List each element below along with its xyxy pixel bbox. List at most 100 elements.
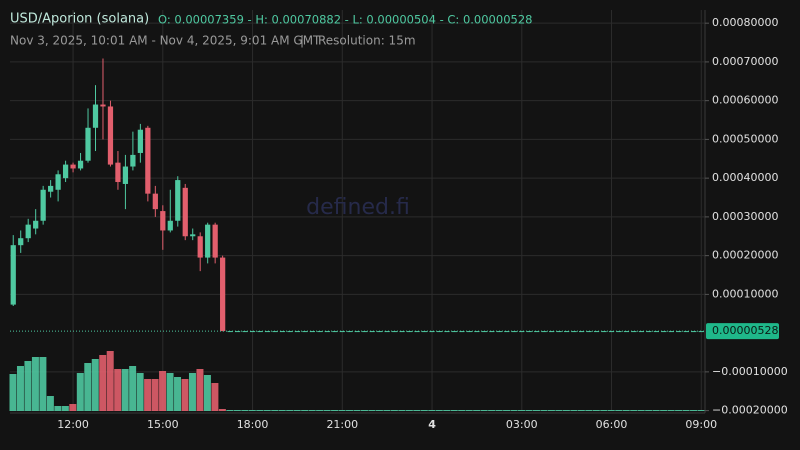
volume-bar — [106, 351, 114, 411]
candle-body — [616, 331, 622, 333]
volume-bar — [114, 369, 122, 411]
date-range: Nov 3, 2025, 10:01 AM - Nov 4, 2025, 9:0… — [10, 34, 321, 48]
volume-bar — [151, 379, 159, 411]
volume-bar — [159, 371, 167, 411]
volume-bar — [61, 406, 69, 411]
y-tick-label: 0.00030000 — [712, 210, 778, 223]
y-tick-label: 0.00010000 — [712, 287, 778, 300]
volume-bar — [121, 369, 129, 411]
volume-bar — [615, 410, 623, 411]
volume-bar — [398, 410, 406, 411]
candle-body — [107, 106, 114, 165]
chart-title: USD/Aporion (solana) — [10, 12, 149, 27]
candle-body — [25, 224, 31, 239]
volume-bar — [540, 410, 548, 411]
x-tick-label: 06:00 — [596, 418, 628, 431]
x-tick-label: 4 — [428, 418, 436, 431]
volume-bar — [181, 379, 189, 411]
volume-bar — [99, 355, 107, 411]
candle-body — [414, 331, 420, 333]
candle-body — [653, 331, 660, 333]
volume-bar — [188, 373, 196, 411]
volume-bar — [316, 410, 324, 411]
candle-body — [205, 224, 211, 258]
candle-body — [676, 331, 682, 333]
volume-bar — [562, 410, 570, 411]
candle-body — [691, 331, 697, 333]
volume-bar — [480, 410, 488, 411]
candle-body — [175, 180, 181, 221]
candle-body — [369, 331, 375, 333]
volume-bar — [331, 410, 339, 411]
candle-body — [220, 257, 226, 332]
volume-bar — [203, 375, 211, 411]
candle-body — [459, 331, 465, 333]
volume-bar — [211, 383, 219, 411]
candle-body — [249, 331, 256, 333]
volume-bar — [39, 357, 47, 411]
volume-bar — [144, 379, 152, 411]
volume-bar — [31, 357, 39, 411]
volume-bar — [308, 410, 316, 411]
candle-body — [646, 331, 652, 333]
volume-bar — [241, 410, 249, 411]
candle-body — [137, 129, 143, 153]
candle-body — [354, 331, 360, 333]
y-tick-label: 0.00060000 — [712, 94, 778, 107]
volume-bar — [405, 410, 413, 411]
candle-body — [519, 331, 525, 333]
volume-bar — [690, 410, 698, 411]
candle-body — [167, 220, 173, 231]
volume-bar — [174, 377, 182, 411]
volume-bar — [682, 410, 690, 411]
candle-body — [698, 331, 704, 333]
candle-body — [212, 224, 218, 258]
y-tick-label: 0.00040000 — [712, 171, 778, 184]
resolution: Resolution: 15m — [318, 34, 416, 48]
volume-bar — [166, 373, 174, 411]
candle-body — [339, 331, 345, 333]
volume-bar — [637, 410, 645, 411]
volume-bar — [16, 366, 24, 411]
price-axis-panel — [705, 0, 800, 450]
volume-bar — [301, 410, 309, 411]
candle-body — [130, 154, 136, 167]
volume-bar — [360, 410, 368, 411]
volume-bar — [645, 410, 653, 411]
volume-bar — [577, 410, 585, 411]
candle-body — [100, 104, 106, 107]
x-tick-label: 03:00 — [506, 418, 538, 431]
volume-bar — [660, 410, 668, 411]
candle-body — [242, 331, 248, 333]
candle-body — [309, 331, 315, 333]
volume-bar — [278, 410, 286, 411]
volume-bar — [233, 410, 241, 411]
candle-body — [70, 164, 76, 169]
candle-body — [489, 331, 495, 333]
candle-body — [279, 331, 286, 333]
candle-body — [234, 331, 241, 333]
volume-bar — [9, 374, 17, 411]
candle-body — [294, 331, 301, 333]
ohlc-summary: O: 0.00007359 - H: 0.00070882 - L: 0.000… — [158, 13, 532, 27]
volume-bar — [585, 410, 593, 411]
volume-bar — [697, 410, 705, 411]
volume-bar — [54, 406, 62, 411]
volume-bar — [413, 410, 421, 411]
volume-bar — [76, 373, 84, 411]
last-price-box — [706, 323, 779, 340]
volume-bar — [293, 410, 301, 411]
candle-body — [534, 331, 540, 333]
volume-bar — [375, 410, 383, 411]
candle-body — [623, 331, 630, 333]
volume-bar — [390, 410, 398, 411]
candle-body — [197, 236, 203, 258]
candle-body — [264, 331, 271, 333]
x-tick-label: 21:00 — [326, 418, 358, 431]
volume-bar — [495, 410, 503, 411]
volume-bar — [420, 410, 428, 411]
candle-body — [160, 211, 166, 231]
candle-body — [152, 193, 158, 210]
volume-bar — [368, 410, 376, 411]
candle-body — [429, 331, 435, 333]
